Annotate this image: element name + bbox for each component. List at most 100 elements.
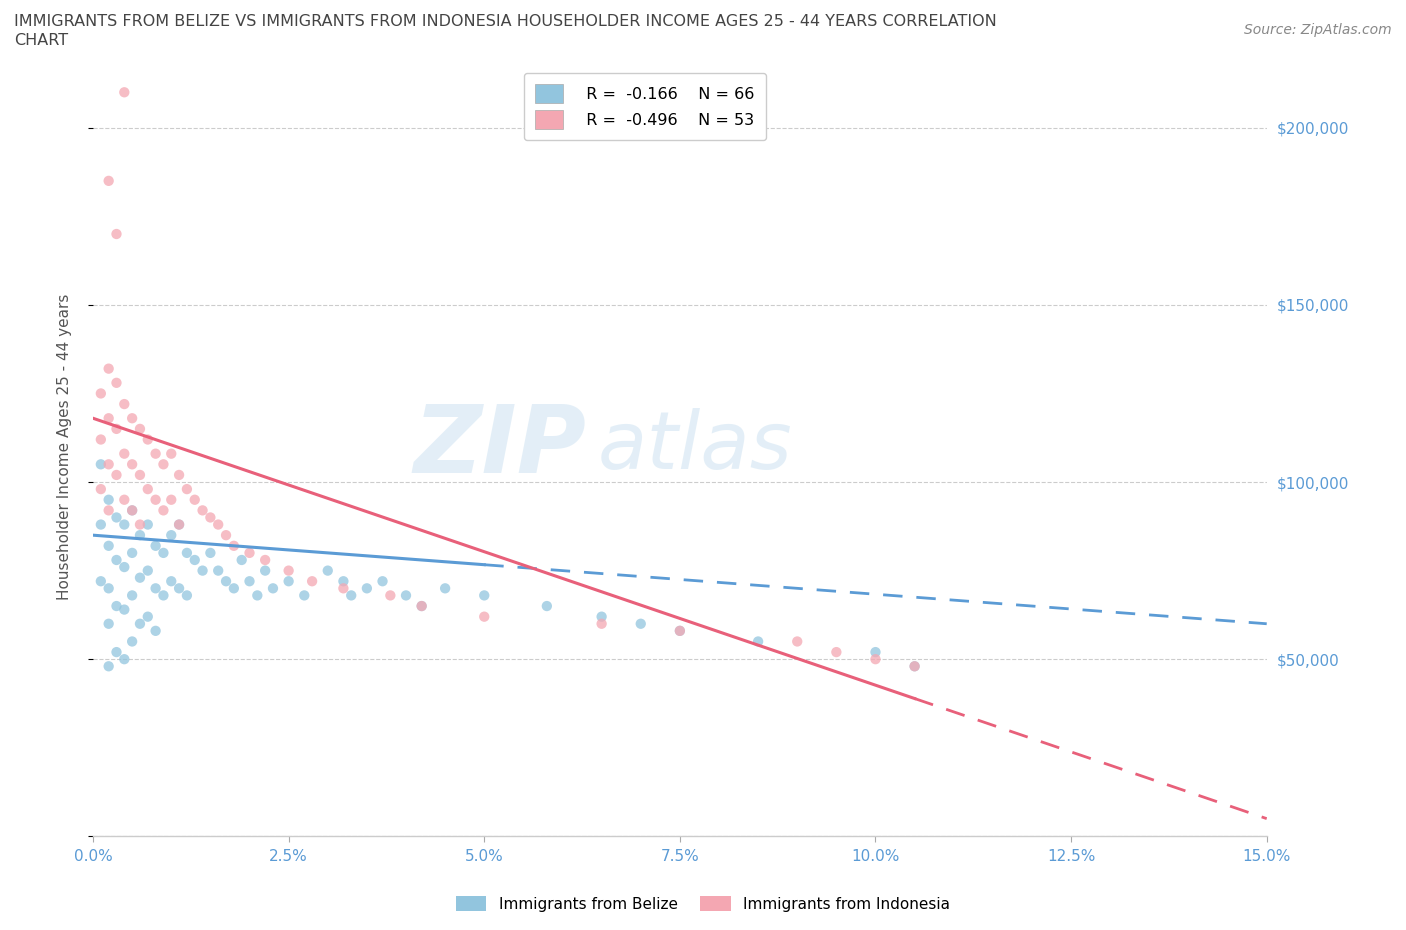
Point bbox=[121, 457, 143, 472]
Legend:   R =  -0.166    N = 66,   R =  -0.496    N = 53: R = -0.166 N = 66, R = -0.496 N = 53 bbox=[523, 73, 766, 140]
Point bbox=[395, 588, 418, 603]
Point bbox=[865, 652, 887, 667]
Point bbox=[904, 658, 927, 673]
Point bbox=[184, 552, 207, 567]
Point bbox=[152, 588, 174, 603]
Text: CHART: CHART bbox=[14, 33, 67, 47]
Point bbox=[90, 517, 112, 532]
Point bbox=[536, 599, 558, 614]
Point bbox=[97, 492, 120, 507]
Point bbox=[200, 510, 222, 525]
Point bbox=[129, 570, 152, 585]
Point bbox=[105, 644, 128, 659]
Point bbox=[207, 517, 229, 532]
Point bbox=[136, 517, 159, 532]
Point bbox=[105, 510, 128, 525]
Point bbox=[215, 574, 238, 589]
Point bbox=[129, 421, 152, 436]
Point bbox=[112, 85, 135, 100]
Point bbox=[472, 609, 495, 624]
Point bbox=[371, 574, 394, 589]
Text: ZIP: ZIP bbox=[413, 401, 586, 493]
Point bbox=[191, 564, 214, 578]
Point bbox=[121, 503, 143, 518]
Point bbox=[145, 538, 167, 553]
Point bbox=[254, 552, 277, 567]
Point bbox=[316, 564, 339, 578]
Point bbox=[184, 492, 207, 507]
Point bbox=[90, 482, 112, 497]
Point bbox=[380, 588, 402, 603]
Point bbox=[136, 564, 159, 578]
Point bbox=[277, 564, 299, 578]
Point bbox=[176, 482, 198, 497]
Point bbox=[145, 623, 167, 638]
Point bbox=[292, 588, 315, 603]
Point bbox=[825, 644, 848, 659]
Point bbox=[786, 634, 808, 649]
Point bbox=[112, 492, 135, 507]
Point bbox=[222, 538, 245, 553]
Point bbox=[97, 581, 120, 596]
Point bbox=[160, 446, 183, 461]
Point bbox=[121, 588, 143, 603]
Point bbox=[105, 552, 128, 567]
Point bbox=[112, 517, 135, 532]
Point bbox=[105, 376, 128, 391]
Point bbox=[215, 527, 238, 542]
Point bbox=[238, 546, 260, 561]
Point bbox=[129, 617, 152, 631]
Point bbox=[152, 546, 174, 561]
Point bbox=[340, 588, 363, 603]
Point bbox=[121, 411, 143, 426]
Point bbox=[277, 574, 299, 589]
Point bbox=[136, 482, 159, 497]
Text: IMMIGRANTS FROM BELIZE VS IMMIGRANTS FROM INDONESIA HOUSEHOLDER INCOME AGES 25 -: IMMIGRANTS FROM BELIZE VS IMMIGRANTS FRO… bbox=[14, 14, 997, 29]
Point bbox=[97, 361, 120, 376]
Point bbox=[105, 599, 128, 614]
Point bbox=[112, 446, 135, 461]
Point bbox=[747, 634, 769, 649]
Point bbox=[97, 457, 120, 472]
Point bbox=[246, 588, 269, 603]
Point bbox=[90, 457, 112, 472]
Point bbox=[669, 623, 692, 638]
Point bbox=[160, 574, 183, 589]
Point bbox=[136, 432, 159, 447]
Point bbox=[630, 617, 652, 631]
Y-axis label: Householder Income Ages 25 - 44 years: Householder Income Ages 25 - 44 years bbox=[58, 293, 72, 600]
Point bbox=[97, 538, 120, 553]
Point bbox=[145, 492, 167, 507]
Point bbox=[112, 602, 135, 617]
Point bbox=[176, 588, 198, 603]
Point bbox=[865, 644, 887, 659]
Point bbox=[121, 503, 143, 518]
Point bbox=[231, 552, 253, 567]
Point bbox=[97, 411, 120, 426]
Point bbox=[176, 546, 198, 561]
Text: Source: ZipAtlas.com: Source: ZipAtlas.com bbox=[1244, 23, 1392, 37]
Text: atlas: atlas bbox=[598, 407, 793, 485]
Point bbox=[90, 574, 112, 589]
Point bbox=[129, 468, 152, 483]
Point bbox=[262, 581, 284, 596]
Point bbox=[434, 581, 457, 596]
Point bbox=[145, 446, 167, 461]
Point bbox=[136, 609, 159, 624]
Point bbox=[207, 564, 229, 578]
Point bbox=[97, 173, 120, 188]
Point bbox=[112, 396, 135, 411]
Point bbox=[90, 386, 112, 401]
Point bbox=[167, 581, 190, 596]
Point bbox=[254, 564, 277, 578]
Point bbox=[332, 574, 354, 589]
Point bbox=[238, 574, 260, 589]
Point bbox=[121, 634, 143, 649]
Legend: Immigrants from Belize, Immigrants from Indonesia: Immigrants from Belize, Immigrants from … bbox=[450, 889, 956, 918]
Point bbox=[669, 623, 692, 638]
Point bbox=[411, 599, 433, 614]
Point bbox=[121, 546, 143, 561]
Point bbox=[200, 546, 222, 561]
Point bbox=[411, 599, 433, 614]
Point bbox=[145, 581, 167, 596]
